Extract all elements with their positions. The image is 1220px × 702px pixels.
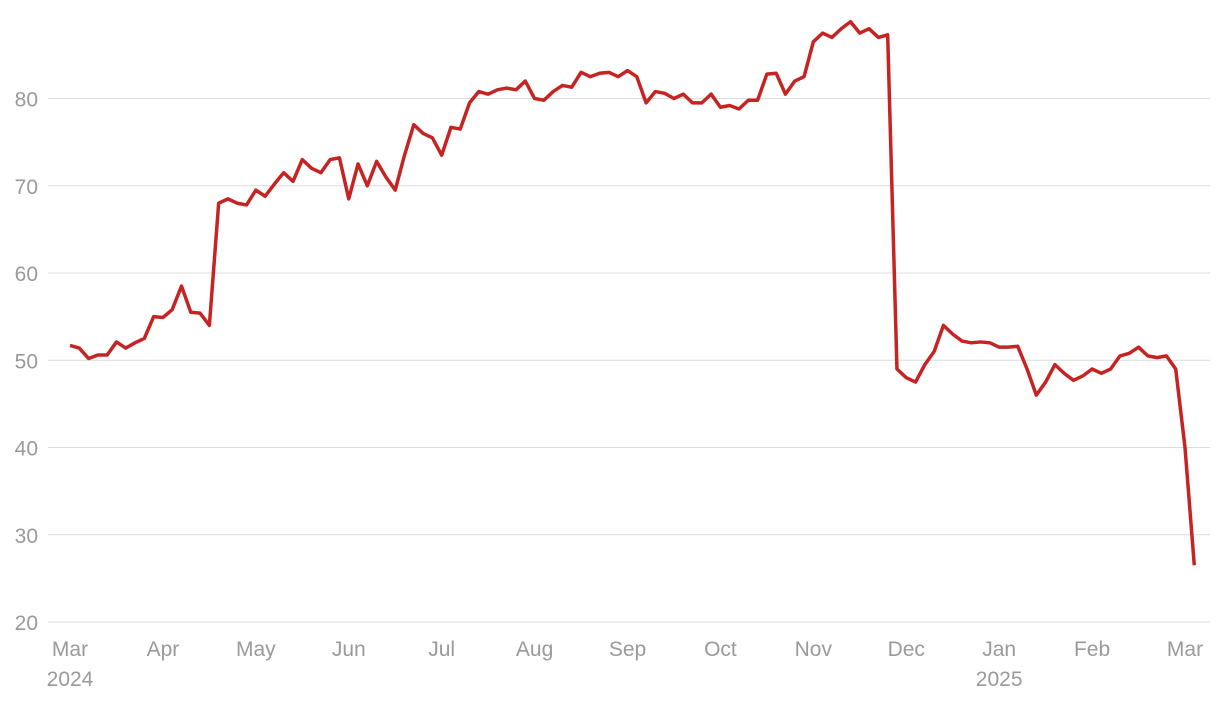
x-tick-label: Sep (609, 638, 646, 661)
y-tick-label: 20 (15, 612, 38, 635)
x-tick-label: Apr (147, 638, 180, 661)
line-series (69, 19, 1197, 566)
y-tick-label: 30 (15, 525, 38, 548)
y-tick-label: 40 (15, 438, 38, 461)
x-tick-label: Mar 2024 (47, 638, 94, 691)
x-tick-label: Jun (332, 638, 366, 661)
y-tick-label: 70 (15, 176, 38, 199)
x-tick-label: Oct (704, 638, 737, 661)
y-tick-label: 80 (15, 89, 38, 112)
x-tick-label: Feb (1074, 638, 1110, 661)
y-tick-label: 60 (15, 263, 38, 286)
x-tick-label: Nov (795, 638, 833, 661)
x-tick-label: Aug (516, 638, 553, 661)
x-tick-label: Jul (428, 638, 455, 661)
x-tick-label: Jan 2025 (976, 638, 1023, 691)
x-tick-label: May (236, 638, 276, 661)
x-tick-label: Dec (888, 638, 925, 661)
x-tick-label: Mar (1167, 638, 1203, 661)
y-tick-label: 50 (15, 350, 38, 373)
